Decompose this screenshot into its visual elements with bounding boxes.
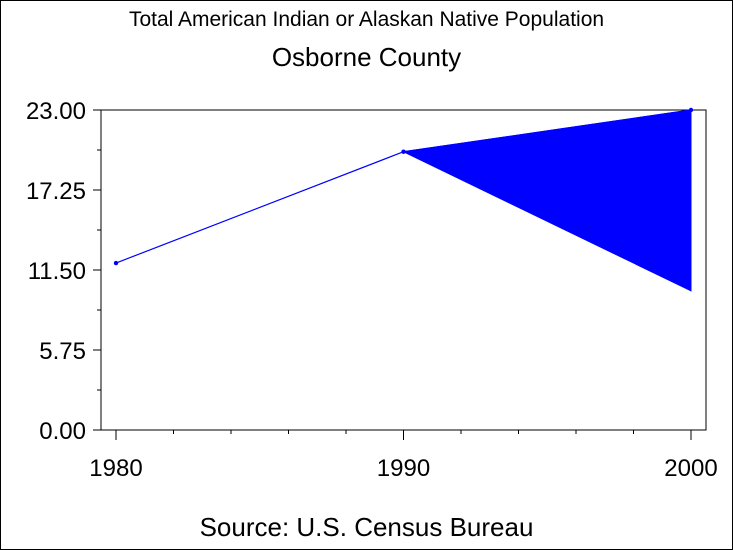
y-tick-label: 11.50 bbox=[28, 258, 86, 285]
y-tick-label: 17.25 bbox=[26, 178, 86, 205]
x-tick-label: 1980 bbox=[89, 455, 142, 482]
source-note: Source: U.S. Census Bureau bbox=[199, 512, 534, 542]
data-point bbox=[688, 107, 694, 113]
x-tick-label: 1990 bbox=[377, 455, 430, 482]
chart-title: Total American Indian or Alaskan Native … bbox=[128, 8, 605, 31]
data-point bbox=[401, 149, 406, 154]
data-point bbox=[113, 260, 119, 266]
x-tick-label: 2000 bbox=[664, 455, 717, 482]
area-band bbox=[401, 109, 692, 292]
y-tick-label: 23.00 bbox=[26, 98, 86, 125]
chart-subtitle: Osborne County bbox=[271, 42, 462, 72]
y-tick-label: 5.75 bbox=[39, 338, 86, 365]
y-tick-label: 0.00 bbox=[39, 418, 86, 445]
